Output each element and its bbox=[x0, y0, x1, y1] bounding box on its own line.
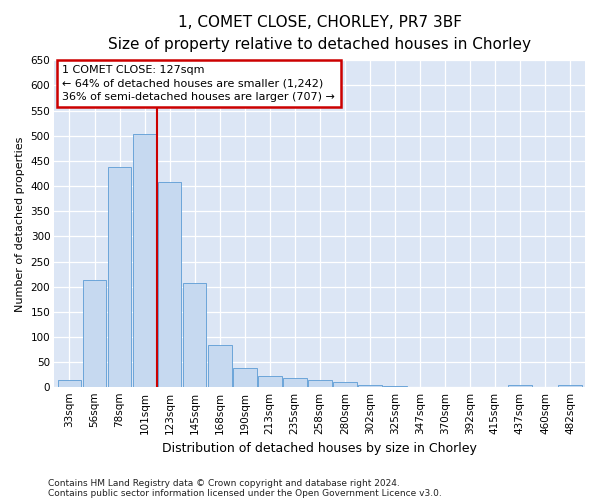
Bar bbox=[433, 387, 457, 388]
Bar bbox=[133, 134, 157, 388]
Bar bbox=[283, 378, 307, 388]
Bar bbox=[408, 387, 432, 388]
Text: Contains public sector information licensed under the Open Government Licence v3: Contains public sector information licen… bbox=[48, 488, 442, 498]
Y-axis label: Number of detached properties: Number of detached properties bbox=[15, 136, 25, 312]
Bar bbox=[333, 382, 356, 388]
Bar bbox=[258, 376, 281, 388]
Bar bbox=[58, 380, 82, 388]
Bar bbox=[158, 182, 181, 388]
Bar bbox=[208, 345, 232, 388]
Bar bbox=[558, 386, 582, 388]
Bar bbox=[107, 168, 131, 388]
Text: Contains HM Land Registry data © Crown copyright and database right 2024.: Contains HM Land Registry data © Crown c… bbox=[48, 478, 400, 488]
Bar bbox=[308, 380, 332, 388]
Bar bbox=[508, 386, 532, 388]
Title: 1, COMET CLOSE, CHORLEY, PR7 3BF
Size of property relative to detached houses in: 1, COMET CLOSE, CHORLEY, PR7 3BF Size of… bbox=[108, 15, 531, 52]
Bar bbox=[83, 280, 106, 388]
Bar bbox=[183, 283, 206, 388]
X-axis label: Distribution of detached houses by size in Chorley: Distribution of detached houses by size … bbox=[162, 442, 477, 455]
Bar bbox=[233, 368, 257, 388]
Bar bbox=[383, 386, 407, 388]
Text: 1 COMET CLOSE: 127sqm
← 64% of detached houses are smaller (1,242)
36% of semi-d: 1 COMET CLOSE: 127sqm ← 64% of detached … bbox=[62, 65, 335, 102]
Bar bbox=[358, 385, 382, 388]
